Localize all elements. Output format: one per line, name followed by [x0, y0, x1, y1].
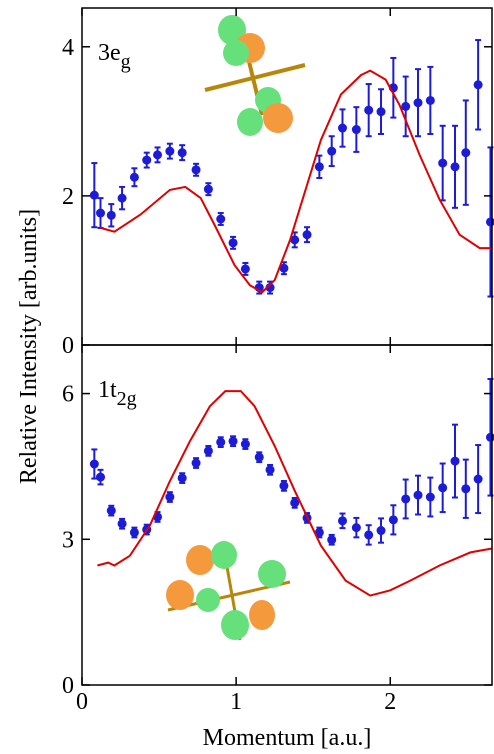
data-point	[290, 235, 300, 245]
data-point	[461, 484, 471, 494]
data-point	[425, 492, 435, 502]
data-point	[450, 456, 460, 466]
data-point	[129, 527, 139, 537]
x-tick-label: 2	[384, 689, 396, 715]
data-point	[203, 446, 213, 456]
data-point	[228, 436, 238, 446]
data-point	[117, 193, 127, 203]
x-tick-label: 0	[76, 689, 88, 715]
data-point	[142, 155, 152, 165]
data-point	[438, 483, 448, 493]
data-point	[153, 150, 163, 160]
y-axis-label: Relative Intensity [arb.units]	[16, 209, 42, 484]
data-point	[388, 515, 398, 525]
data-point	[290, 498, 300, 508]
data-point	[351, 125, 361, 135]
panel-label-text: 1t	[98, 377, 117, 403]
plot-frame	[81, 344, 493, 686]
data-point	[117, 519, 127, 529]
data-point	[337, 516, 347, 526]
y-tick-label: 2	[62, 184, 74, 210]
data-point	[177, 473, 187, 483]
panel-label-subscript: g	[121, 51, 131, 73]
y-tick-label: 4	[62, 35, 74, 61]
x-axis-label: Momentum [a.u.]	[203, 725, 372, 751]
data-point	[216, 437, 226, 447]
data-point	[279, 481, 289, 491]
fit-line	[100, 69, 492, 294]
data-point	[425, 95, 435, 105]
data-point	[265, 465, 275, 475]
data-point	[89, 190, 99, 200]
data-point	[228, 238, 238, 248]
data-point	[401, 494, 411, 504]
data-point	[376, 107, 386, 117]
data-point	[485, 432, 494, 442]
data-point	[337, 123, 347, 133]
data-point	[279, 263, 289, 273]
data-point	[438, 158, 448, 168]
data-point	[106, 506, 116, 516]
panel-label: 3eg	[98, 40, 131, 73]
data-point	[461, 148, 471, 158]
data-point	[129, 172, 139, 182]
data-point	[314, 162, 324, 172]
data-point	[240, 439, 250, 449]
data-point	[413, 98, 423, 108]
fit-line	[97, 390, 493, 597]
data-point	[364, 530, 374, 540]
panel-label-subscript: 2g	[117, 388, 137, 410]
data-point	[401, 101, 411, 111]
x-tick-label: 1	[230, 689, 242, 715]
data-point	[327, 535, 337, 545]
data-point	[364, 105, 374, 115]
y-tick-label: 6	[62, 382, 74, 408]
panel-label: 1t2g	[98, 377, 137, 410]
data-point	[106, 210, 116, 220]
data-point	[165, 492, 175, 502]
data-point	[203, 184, 213, 194]
data-point	[413, 490, 423, 500]
data-point	[485, 217, 494, 227]
data-point	[314, 527, 324, 537]
data-point	[191, 165, 201, 175]
data-point	[351, 523, 361, 533]
data-point	[450, 162, 460, 172]
orbital-icon-top	[204, 15, 306, 136]
y-tick-label: 0	[62, 673, 74, 699]
data-point	[473, 474, 483, 484]
plot-frame	[81, 7, 493, 346]
panel-label-text: 3e	[98, 40, 121, 66]
data-point	[216, 214, 226, 224]
data-point	[191, 458, 201, 468]
data-point	[302, 230, 312, 240]
data-point	[376, 526, 386, 536]
data-point	[240, 264, 250, 274]
orbital-icon-bottom	[166, 541, 291, 641]
data-point	[177, 148, 187, 158]
y-tick-label: 0	[62, 333, 74, 359]
y-tick-label: 3	[62, 527, 74, 553]
data-point	[473, 80, 483, 90]
data-point	[165, 146, 175, 156]
data-point	[95, 472, 105, 482]
data-point	[95, 208, 105, 218]
data-point	[89, 459, 99, 469]
data-point	[265, 283, 275, 293]
data-point	[327, 146, 337, 156]
data-point	[254, 452, 264, 462]
